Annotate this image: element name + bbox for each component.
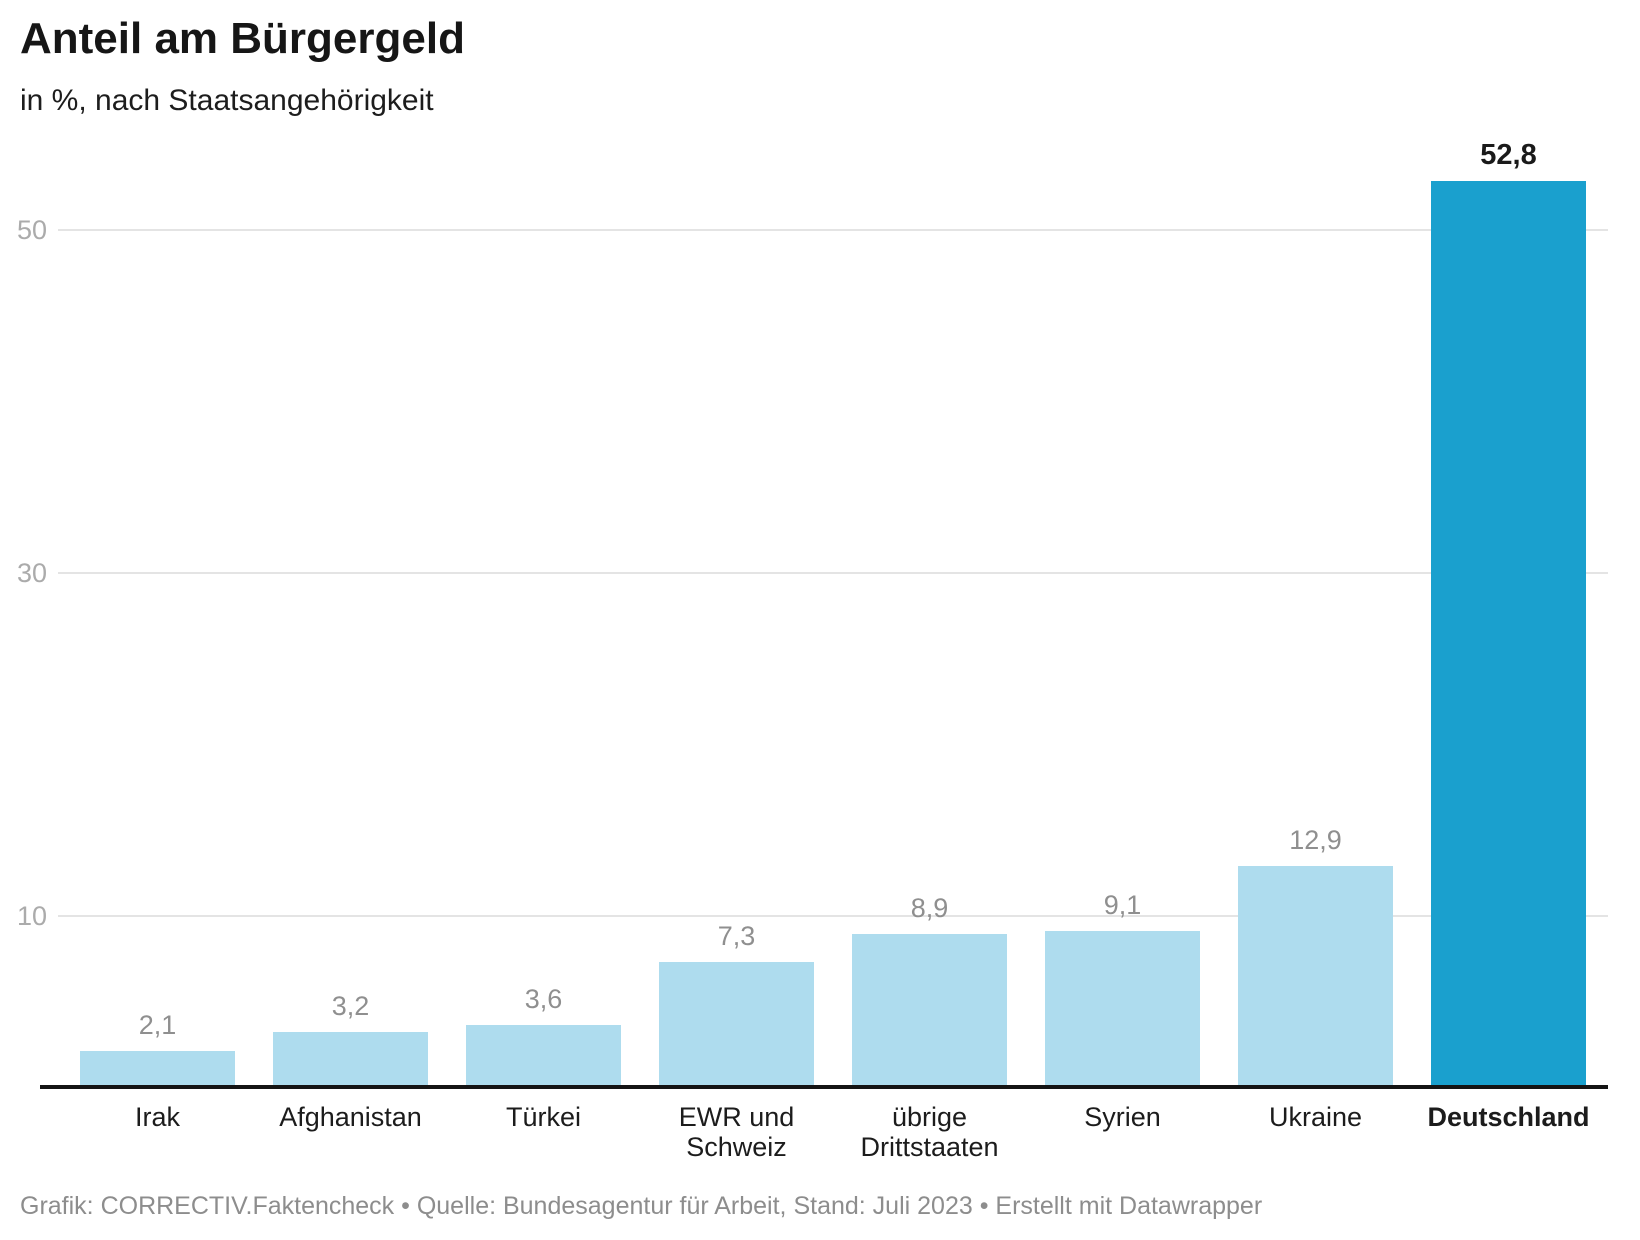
value-label: 12,9 [1289, 824, 1342, 855]
bar-ewr-und-schweiz [659, 961, 814, 1087]
value-label: 3,6 [524, 984, 563, 1015]
x-axis-label-line: Irak [134, 1102, 180, 1132]
x-axis-label: EWR und Schweiz [630, 1102, 843, 1162]
bar-syrien [1045, 930, 1200, 1087]
value-label: 52,8 [1480, 139, 1537, 172]
x-axis-label: Deutschland [1402, 1102, 1615, 1132]
bar-t-rkei [466, 1025, 621, 1087]
x-axis-label-line: Schweiz [686, 1132, 787, 1162]
x-axis-label: Afghanistan [244, 1102, 457, 1132]
x-axis-label-line: Drittstaaten [860, 1132, 999, 1162]
y-tick-label: 50 [16, 214, 47, 245]
value-label: 2,1 [138, 1009, 177, 1040]
x-axis-line [40, 1085, 1608, 1089]
x-axis-label-line: übrige [891, 1102, 968, 1132]
x-axis-label-line: Afghanistan [279, 1102, 422, 1132]
x-axis-label-line: Türkei [505, 1102, 581, 1132]
value-label: 8,9 [910, 893, 949, 924]
x-axis-label-line: Ukraine [1268, 1102, 1363, 1132]
x-axis-label: Irak [51, 1102, 264, 1132]
bar-afghanistan [273, 1032, 428, 1087]
x-axis-label: Ukraine [1209, 1102, 1422, 1132]
value-label: 3,2 [331, 991, 370, 1022]
y-tick-label: 30 [16, 557, 47, 588]
bar-irak [80, 1050, 235, 1087]
chart-footer: Grafik: CORRECTIV.Faktencheck • Quelle: … [20, 1192, 1263, 1220]
value-label: 9,1 [1103, 889, 1142, 920]
chart-subtitle: in %, nach Staatsangehörigkeit [20, 84, 434, 117]
x-axis-label: Türkei [437, 1102, 650, 1132]
bar-ukraine [1238, 865, 1393, 1087]
x-axis-label: Syrien [1016, 1102, 1229, 1132]
y-gridline [58, 571, 1608, 574]
x-axis-label: übrige Drittstaaten [823, 1102, 1036, 1162]
value-label: 7,3 [717, 920, 756, 951]
x-axis-label-line: Deutschland [1427, 1102, 1590, 1132]
y-gridline [58, 914, 1608, 917]
chart-title: Anteil am Bürgergeld [20, 14, 465, 63]
bar-deutschland [1431, 181, 1586, 1087]
x-axis-label-line: Syrien [1084, 1102, 1161, 1132]
y-tick-label: 10 [16, 900, 47, 931]
bar--brige-drittstaaten [852, 934, 1007, 1087]
y-gridline [58, 228, 1608, 231]
x-axis-label-line: EWR und [678, 1102, 795, 1132]
